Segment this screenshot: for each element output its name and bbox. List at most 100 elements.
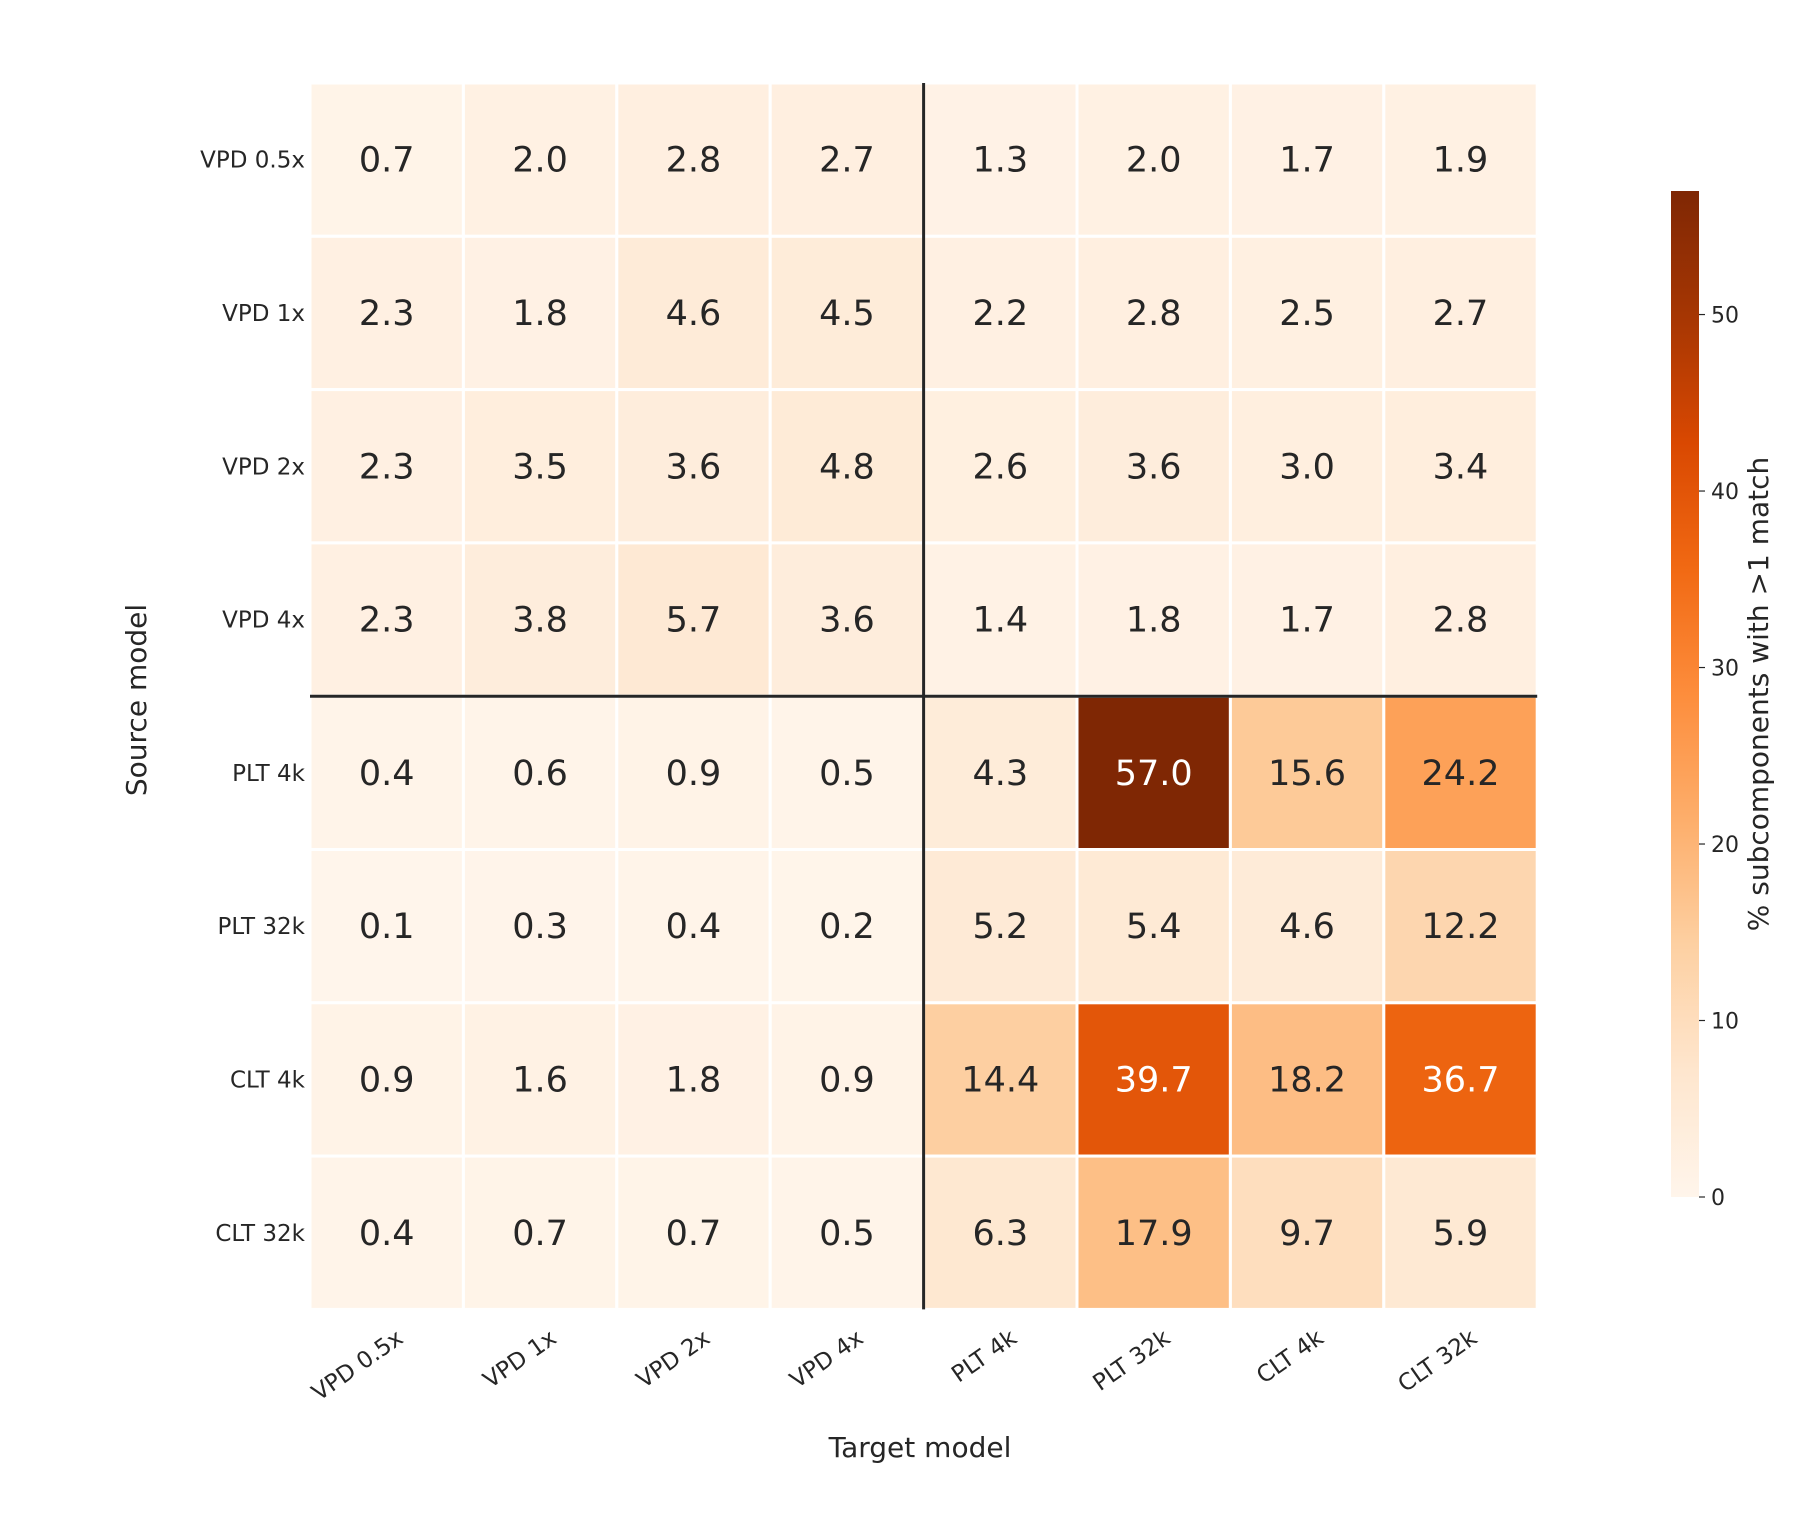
cell-value-label: 0.4	[359, 754, 415, 794]
cell-value-label: 4.3	[972, 754, 1028, 794]
cell-value-label: 2.8	[1433, 601, 1489, 641]
cell-value-label: 1.4	[972, 601, 1028, 641]
heatmap-cell	[615, 1154, 772, 1311]
x-tick-label: PLT 32k	[1089, 1325, 1176, 1397]
cell-value-label: 2.7	[1433, 294, 1489, 334]
y-tick-label: VPD 1x	[222, 301, 305, 327]
quadrant-separators	[310, 83, 1538, 1310]
cell-value-label: 3.5	[512, 447, 568, 487]
cell-value-label: 0.3	[512, 907, 568, 947]
cell-value-label: 3.6	[819, 601, 875, 641]
cell-value-label: 0.2	[819, 907, 875, 947]
x-tick-labels: VPD 0.5x VPD 1x VPD 2x VPD 4x PLT 4k PLT 32k C…	[307, 1325, 1482, 1407]
heatmap-cell	[922, 234, 1079, 392]
cell-value-label: 0.7	[512, 1214, 568, 1254]
heatmap-cell	[922, 1154, 1079, 1311]
heatmap-cell	[1228, 848, 1386, 1005]
y-tick-label: PLT 4k	[232, 761, 306, 787]
heatmap-cell	[1075, 694, 1232, 852]
heatmap-cell	[922, 1001, 1079, 1158]
heatmap-cell	[1228, 388, 1386, 545]
heatmap-cells: 0.7 2.0 2.8 2.7 1.3 2.0 1.7 1.9 2.3 1.8 4.6 4.5 2.2 2…	[308, 81, 1539, 1311]
cell-value-label: 2.0	[512, 141, 568, 181]
heatmap-cell	[1075, 234, 1232, 392]
y-tick-labels: VPD 0.5x VPD 1x VPD 2x VPD 4x PLT 4k PLT 32k C…	[200, 148, 306, 1247]
cell-value-label: 1.7	[1279, 601, 1335, 641]
heatmap-cell	[461, 81, 619, 238]
cell-value-label: 3.4	[1433, 447, 1489, 487]
y-axis-title: Source model	[120, 604, 153, 796]
heatmap-cell	[768, 694, 926, 852]
cell-value-label: 12.2	[1422, 907, 1500, 947]
x-tick-label: VPD 0.5x	[307, 1325, 408, 1406]
heatmap-cell	[1382, 234, 1539, 392]
heatmap-cell	[615, 388, 772, 545]
cell-value-label: 57.0	[1115, 754, 1193, 794]
y-tick-label: VPD 0.5x	[200, 148, 305, 174]
cell-value-label: 5.4	[1126, 907, 1182, 947]
y-tick-label: VPD 4x	[222, 608, 305, 634]
cell-value-label: 3.0	[1279, 447, 1335, 487]
cell-value-label: 1.9	[1433, 141, 1489, 181]
colorbar-tick-label: 10	[1711, 1010, 1739, 1035]
y-tick-label: CLT 4k	[230, 1067, 306, 1093]
colorbar-tick-label: 50	[1711, 304, 1739, 329]
cell-value-label: 1.8	[512, 294, 568, 334]
cell-value-label: 0.5	[819, 1214, 875, 1254]
colorbar-tick-label: 40	[1711, 480, 1739, 505]
heatmap-cell	[1228, 234, 1386, 392]
cell-value-label: 0.4	[359, 1214, 415, 1254]
cell-value-label: 1.6	[512, 1060, 568, 1100]
cell-value-label: 5.9	[1433, 1214, 1489, 1254]
cell-value-label: 2.3	[359, 447, 415, 487]
cell-value-label: 17.9	[1115, 1214, 1193, 1254]
colorbar-tick-label: 30	[1711, 657, 1739, 682]
cell-value-label: 9.7	[1279, 1214, 1335, 1254]
y-tick-label: PLT 32k	[218, 914, 306, 940]
x-tick-label: VPD 4x	[786, 1325, 869, 1394]
heatmap-cell	[768, 541, 926, 698]
cell-value-label: 4.8	[819, 447, 875, 487]
cell-value-label: 4.5	[819, 294, 875, 334]
y-tick-label: CLT 32k	[215, 1221, 305, 1247]
cell-value-label: 4.6	[1279, 907, 1335, 947]
heatmap-cell	[1382, 388, 1539, 545]
heatmap-cell	[308, 848, 465, 1005]
cell-value-label: 2.3	[359, 294, 415, 334]
cell-value-label: 15.6	[1268, 754, 1346, 794]
heatmap-cell	[922, 388, 1079, 545]
cell-value-label: 2.8	[666, 141, 722, 181]
heatmap-cell	[308, 694, 465, 852]
cell-value-label: 24.2	[1422, 754, 1500, 794]
heatmap-cell	[461, 1001, 619, 1158]
x-tick-label: VPD 1x	[479, 1325, 562, 1394]
colorbar-ticks: 0 10 20 30 40 50	[1699, 304, 1739, 1211]
cell-value-label: 18.2	[1268, 1060, 1346, 1100]
heatmap-cell	[1382, 848, 1539, 1005]
cell-value-label: 0.7	[666, 1214, 722, 1254]
cell-value-label: 0.7	[359, 141, 415, 181]
cell-value-label: 1.8	[666, 1060, 722, 1100]
cell-value-label: 2.3	[359, 601, 415, 641]
heatmap-cell	[615, 541, 772, 698]
colorbar: 0 10 20 30 40 50 % subcomponents with >1 matc…	[1671, 191, 1775, 1211]
heatmap-cell	[1382, 541, 1539, 698]
cell-value-label: 0.6	[512, 754, 568, 794]
cell-value-label: 1.8	[1126, 601, 1182, 641]
cell-value-label: 1.7	[1279, 141, 1335, 181]
cell-value-label: 3.8	[512, 601, 568, 641]
cell-value-label: 14.4	[961, 1060, 1039, 1100]
x-tick-label: VPD 2x	[632, 1325, 715, 1394]
x-tick-label: CLT 32k	[1394, 1325, 1483, 1398]
heatmap-cell	[1382, 1154, 1539, 1311]
cell-value-label: 1.3	[972, 141, 1028, 181]
cell-value-label: 2.6	[972, 447, 1028, 487]
cell-value-label: 0.5	[819, 754, 875, 794]
heatmap-cell	[461, 388, 619, 545]
colorbar-tick-label: 0	[1711, 1186, 1725, 1211]
heatmap-cell	[768, 1154, 926, 1311]
cell-value-label: 36.7	[1422, 1060, 1500, 1100]
x-tick-label: PLT 4k	[947, 1325, 1022, 1388]
cell-value-label: 2.7	[819, 141, 875, 181]
